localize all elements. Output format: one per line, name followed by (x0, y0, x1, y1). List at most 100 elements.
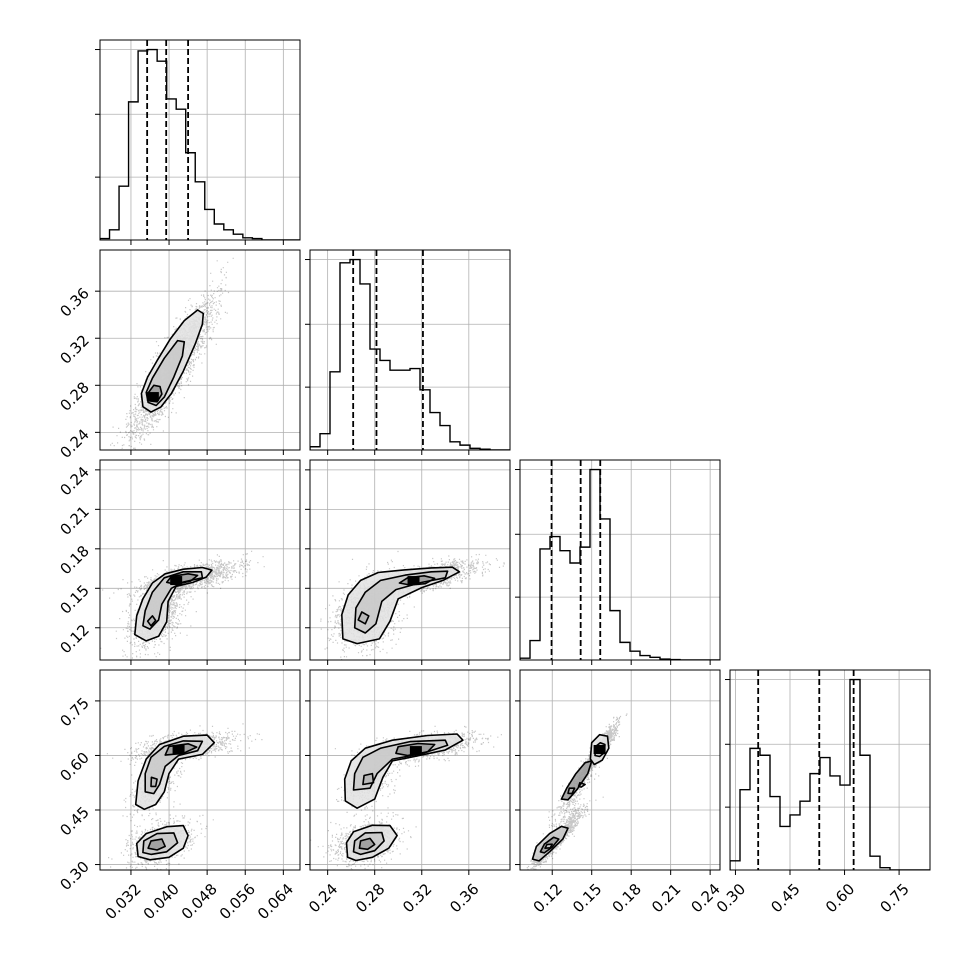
histogram-marks (310, 250, 510, 450)
density-peak (172, 745, 185, 754)
scatter-panel-0-2: 0.12 0.150.18 0.210.24 (56, 459, 301, 665)
sample-points (526, 713, 628, 870)
contour-line (341, 566, 461, 645)
y-tick-label: 0.15 (56, 581, 92, 617)
x-tick-label: 0.60 (822, 880, 858, 916)
scatter-panel-0-1: 0.24 0.28 0.32 0.36 (56, 249, 301, 462)
y-tick-label: 0.18 (56, 542, 92, 578)
contour-fill (148, 839, 166, 850)
scatter-panel-1-2 (305, 459, 511, 665)
contour-line (560, 760, 593, 801)
contour-line (395, 742, 436, 757)
histogram-step (310, 258, 510, 450)
panel-frame (519, 669, 721, 871)
histogram-step (520, 468, 720, 660)
y-tick-label: 0.36 (56, 284, 92, 320)
contour-line (544, 843, 553, 849)
contour-line (345, 824, 398, 862)
panel-frame (99, 459, 301, 661)
contour-line (142, 832, 179, 856)
contour-line (577, 781, 586, 788)
contour-fill (145, 740, 203, 794)
histogram-step (100, 48, 300, 240)
x-tick-label: 0.056 (216, 880, 259, 923)
histogram-step (730, 678, 930, 870)
scatter-panel-0-3: 0.30 0.45 0.60 0.75 0.0320.0400.0480.0560.06… (56, 669, 301, 923)
histogram-marks (730, 670, 930, 870)
histogram-marks (100, 40, 300, 240)
panel-marks (110, 257, 234, 450)
contour-line (353, 570, 449, 634)
panel-frame (309, 249, 511, 451)
contour-line (567, 787, 576, 795)
contour-fill (561, 760, 592, 800)
x-tick-label: 0.24 (305, 880, 341, 916)
panel-marks (100, 550, 265, 660)
y-tick-label: 0.60 (56, 749, 92, 785)
y-tick-label: 0.32 (56, 331, 92, 367)
contour-line (135, 824, 189, 861)
panel-marks (320, 550, 505, 660)
panel-frame (99, 669, 301, 871)
panel-frame (729, 669, 931, 871)
histogram-marks (520, 460, 720, 660)
panel-frame (519, 459, 721, 661)
x-tick-label: 0.32 (399, 880, 435, 916)
contour-line (343, 733, 464, 809)
y-tick-label: 0.12 (56, 621, 92, 657)
contour-line (150, 776, 158, 788)
x-tick-label: 0.15 (569, 880, 605, 916)
y-tick-label: 0.24 (56, 425, 92, 461)
panel-frame (99, 39, 301, 241)
x-tick-label: 0.45 (767, 880, 803, 916)
x-tick-label: 0.064 (254, 880, 297, 923)
density-peak (593, 745, 606, 754)
x-tick-label: 0.21 (648, 880, 684, 916)
contour-line (531, 825, 569, 862)
panel-marks (526, 713, 628, 870)
density-peak (409, 746, 422, 756)
x-tick-label: 0.032 (102, 880, 145, 923)
contour-line (144, 740, 204, 795)
scatter-panel-1-3: 0.24 0.28 0.32 0.36 (305, 669, 511, 916)
sample-points (100, 550, 265, 660)
x-tick-label: 0.24 (688, 880, 724, 916)
x-tick-label: 0.040 (140, 880, 183, 923)
density-peak (170, 576, 183, 586)
x-tick-label: 0.18 (609, 880, 645, 916)
contour-line (142, 571, 204, 630)
histogram-panel-3: 0.30 0.45 0.60 0.75 (713, 669, 931, 916)
contour-line (358, 837, 376, 851)
contour-line (589, 733, 610, 766)
y-tick-label: 0.45 (56, 803, 92, 839)
y-tick-label: 0.21 (56, 502, 92, 538)
contour-line (134, 566, 213, 642)
contour-line (140, 309, 205, 413)
histogram-panel-2 (515, 459, 721, 665)
contour-line (146, 615, 157, 627)
x-tick-label: 0.36 (446, 880, 482, 916)
panel-marks (106, 723, 263, 870)
x-tick-label: 0.12 (530, 880, 566, 916)
panel-marks (310, 725, 502, 870)
density-peak (146, 392, 159, 402)
contour-line (352, 739, 449, 791)
y-tick-label: 0.24 (56, 463, 92, 499)
contour-line (145, 339, 186, 407)
histogram-panel-0 (95, 39, 301, 245)
y-tick-label: 0.28 (56, 378, 92, 414)
panel-frame (99, 249, 301, 451)
panel-frame (309, 459, 511, 661)
contour-line (352, 831, 385, 856)
contour-line (362, 772, 375, 786)
x-tick-label: 0.28 (352, 880, 388, 916)
contour-line (147, 838, 166, 851)
y-tick-label: 0.75 (56, 694, 92, 730)
scatter-panel-2-3: 0.12 0.15 0.18 0.21 0.24 (515, 669, 724, 916)
contour-fill (354, 571, 448, 633)
y-tick-label: 0.30 (56, 858, 92, 894)
contour-fill (362, 773, 374, 785)
x-tick-label: 0.75 (876, 880, 912, 916)
density-peak (407, 576, 420, 586)
